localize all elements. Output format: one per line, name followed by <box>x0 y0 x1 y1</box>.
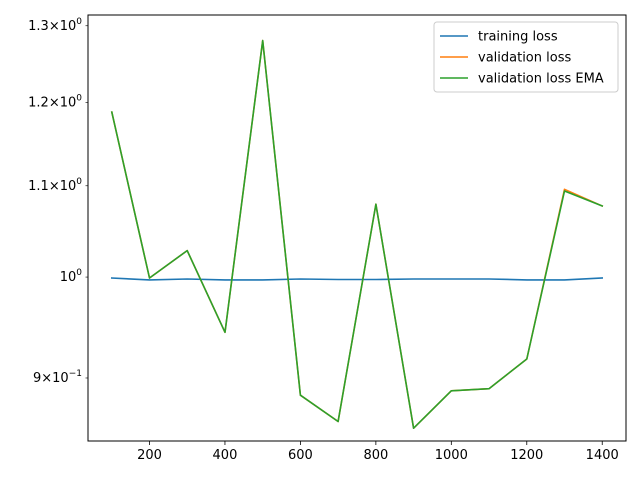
series-line-training-loss <box>110 277 604 281</box>
legend: training loss validation loss validation l… <box>433 21 619 93</box>
y-tick-label: 1.3×100 <box>28 17 82 34</box>
series-line-validation-loss-EMA <box>110 39 604 430</box>
series-layer <box>110 39 604 430</box>
y-tick-base: 9×10 <box>33 371 69 386</box>
x-tick-label: 600 <box>288 448 313 463</box>
y-tick-base: 1.3×10 <box>28 19 76 34</box>
y-tick-exponent: −1 <box>69 369 82 379</box>
x-tick-label: 200 <box>137 448 162 463</box>
y-tick-exponent: 0 <box>76 268 82 278</box>
y-tick-label: 100 <box>60 268 83 285</box>
y-tick-base: 1.2×10 <box>28 95 76 110</box>
legend-label: training loss <box>478 30 558 45</box>
y-tick-label: 9×10−1 <box>33 369 82 386</box>
y-tick-exponent: 0 <box>76 17 82 27</box>
legend-box <box>433 21 619 93</box>
y-tick-base: 10 <box>60 270 77 285</box>
x-tick-label: 1400 <box>586 448 619 463</box>
x-axis: 200 400 600 800 1000 1200 1400 <box>137 441 619 463</box>
y-tick-exponent: 0 <box>76 93 82 103</box>
y-tick-label: 1.2×100 <box>28 93 82 110</box>
legend-label: validation loss <box>478 51 571 66</box>
y-tick-exponent: 0 <box>76 177 82 187</box>
y-tick-base: 1.1×10 <box>28 179 76 194</box>
x-tick-label: 1000 <box>435 448 468 463</box>
legend-label: validation loss EMA <box>478 72 604 87</box>
x-tick-label: 800 <box>363 448 388 463</box>
axes-frame <box>87 14 627 442</box>
x-tick-label: 400 <box>213 448 238 463</box>
x-tick-label: 1200 <box>510 448 543 463</box>
y-tick-label: 1.1×100 <box>28 177 82 194</box>
